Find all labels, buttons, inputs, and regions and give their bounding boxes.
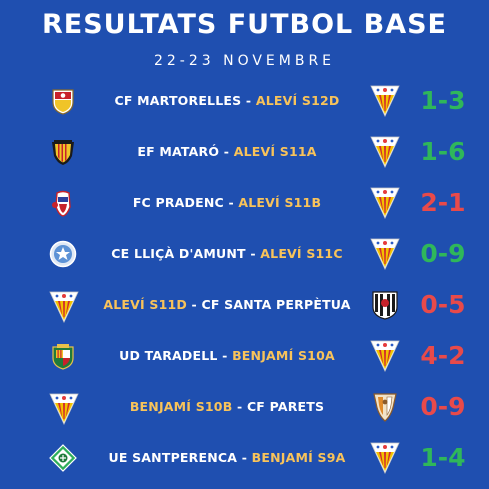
santperenca-crest-icon	[49, 444, 77, 472]
match-label: EF MATARÓ - ALEVÍ S11A	[86, 144, 368, 160]
team-separator: -	[219, 144, 234, 159]
club-pennant-icon	[49, 291, 79, 323]
club-pennant-icon	[370, 442, 400, 474]
match-row: EF MATARÓ - ALEVÍ S11A 1-6	[0, 129, 489, 180]
match-label: UD TARADELL - BENJAMÍ S10A	[86, 348, 368, 364]
match-score: 1-3	[420, 86, 466, 115]
taradell-crest-icon	[49, 342, 77, 370]
team-separator: -	[186, 297, 202, 312]
match-row: UE SANTPERENCA - BENJAMÍ S9A 1-4	[0, 435, 489, 486]
team-separator: -	[217, 348, 233, 363]
match-row: UD TARADELL - BENJAMÍ S10A 4-2	[0, 333, 489, 384]
club-pennant-icon	[370, 136, 400, 168]
match-score: 4-2	[420, 341, 466, 370]
match-label: ALEVÍ S11D - CF SANTA PERPÈTUA	[86, 297, 368, 313]
home-team-name: UE SANTPERENCA	[108, 450, 238, 465]
match-row: CF MARTORELLES - ALEVÍ S12D 1-3	[0, 78, 489, 129]
match-row: CE LLIÇÀ D'AMUNT - ALEVÍ S11C 0-9	[0, 231, 489, 282]
parets-crest-icon	[370, 391, 400, 423]
home-team-name: CF MARTORELLES	[114, 93, 242, 108]
match-score: 0-9	[420, 392, 466, 421]
home-team-name: UD TARADELL	[119, 348, 218, 363]
match-score: 2-1	[420, 188, 466, 217]
match-score: 0-9	[420, 239, 466, 268]
match-label: FC PRADENC - ALEVÍ S11B	[86, 195, 368, 211]
pradenc-crest-icon	[49, 189, 77, 217]
club-pennant-icon	[49, 393, 79, 425]
away-team-name: CF SANTA PERPÈTUA	[201, 297, 351, 312]
team-separator: -	[237, 450, 252, 465]
results-list: CF MARTORELLES - ALEVÍ S12D 1-3 EF MATARÓ …	[0, 78, 489, 486]
page-title: RESULTATS FUTBOL BASE	[41, 9, 447, 40]
team-separator: -	[241, 93, 256, 108]
away-team-name: ALEVÍ S11B	[238, 195, 322, 210]
match-label: CE LLIÇÀ D'AMUNT - ALEVÍ S11C	[86, 246, 368, 262]
team-separator: -	[223, 195, 239, 210]
away-team-name: CF PARETS	[246, 399, 325, 414]
match-score: 0-5	[420, 290, 466, 319]
away-team-name: ALEVÍ S11A	[233, 144, 317, 159]
martorelles-crest-icon	[49, 87, 77, 115]
home-team-name: ALEVÍ S11D	[103, 297, 187, 312]
llica-crest-icon	[49, 240, 77, 268]
team-separator: -	[232, 399, 247, 414]
club-pennant-icon	[370, 187, 400, 219]
away-team-name: BENJAMÍ S9A	[251, 450, 346, 465]
match-label: BENJAMÍ S10B - CF PARETS	[86, 399, 368, 415]
match-score: 1-4	[420, 443, 466, 472]
away-team-name: ALEVÍ S12D	[255, 93, 340, 108]
match-row: ALEVÍ S11D - CF SANTA PERPÈTUA 0-5	[0, 282, 489, 333]
match-label: CF MARTORELLES - ALEVÍ S12D	[86, 93, 368, 109]
date-subtitle: 22-23 NOVEMBRE	[153, 53, 336, 69]
home-team-name: CE LLIÇÀ D'AMUNT	[111, 246, 246, 261]
away-team-name: ALEVÍ S11C	[260, 246, 343, 261]
mataro-crest-icon	[49, 138, 77, 166]
away-team-name: BENJAMÍ S10A	[232, 348, 335, 363]
club-pennant-icon	[370, 340, 400, 372]
match-row: FC PRADENC - ALEVÍ S11B 2-1	[0, 180, 489, 231]
santa-perpetua-crest-icon	[370, 289, 400, 321]
home-team-name: BENJAMÍ S10B	[129, 399, 233, 414]
match-score: 1-6	[420, 137, 466, 166]
club-pennant-icon	[370, 85, 400, 117]
home-team-name: FC PRADENC	[132, 195, 224, 210]
team-separator: -	[245, 246, 261, 261]
home-team-name: EF MATARÓ	[137, 144, 220, 159]
club-pennant-icon	[370, 238, 400, 270]
match-label: UE SANTPERENCA - BENJAMÍ S9A	[86, 450, 368, 466]
match-row: BENJAMÍ S10B - CF PARETS 0-9	[0, 384, 489, 435]
